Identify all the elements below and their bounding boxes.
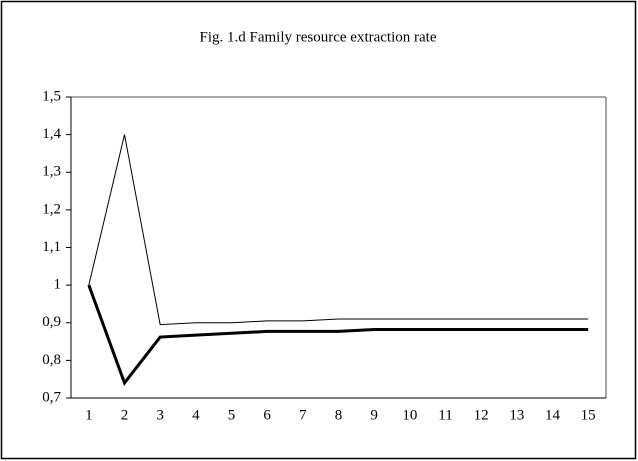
chart-title: Fig. 1.d Family resource extraction rate xyxy=(199,29,436,45)
y-tick-label: 1,5 xyxy=(42,88,61,104)
x-tick-label: 7 xyxy=(299,407,307,423)
y-tick-label: 1,3 xyxy=(42,164,61,180)
x-tick-label: 3 xyxy=(156,407,164,423)
line-series xyxy=(87,284,589,387)
x-tick-label: 2 xyxy=(121,407,129,423)
x-tick-label: 5 xyxy=(228,407,236,423)
y-tick-label: 0,8 xyxy=(42,352,61,368)
y-tick-label: 1 xyxy=(54,277,62,293)
x-tick-label: 4 xyxy=(192,407,200,423)
x-tick-label: 13 xyxy=(509,407,524,423)
y-tick-label: 1,1 xyxy=(42,239,61,255)
x-tick-label: 15 xyxy=(581,407,596,423)
y-tick-label: 1,4 xyxy=(42,126,61,142)
x-tick-label: 6 xyxy=(263,407,271,423)
y-tick-label: 0,9 xyxy=(42,314,61,330)
line-series xyxy=(88,134,589,326)
x-tick-label: 11 xyxy=(438,407,452,423)
y-tick-label: 1,2 xyxy=(42,201,61,217)
x-tick-label: 8 xyxy=(335,407,343,423)
x-tick-label: 14 xyxy=(545,407,561,423)
x-tick-label: 1 xyxy=(85,407,93,423)
x-tick-label: 12 xyxy=(474,407,489,423)
x-tick-label: 9 xyxy=(370,407,378,423)
y-tick-label: 0,7 xyxy=(42,389,61,405)
x-tick-label: 10 xyxy=(402,407,417,423)
